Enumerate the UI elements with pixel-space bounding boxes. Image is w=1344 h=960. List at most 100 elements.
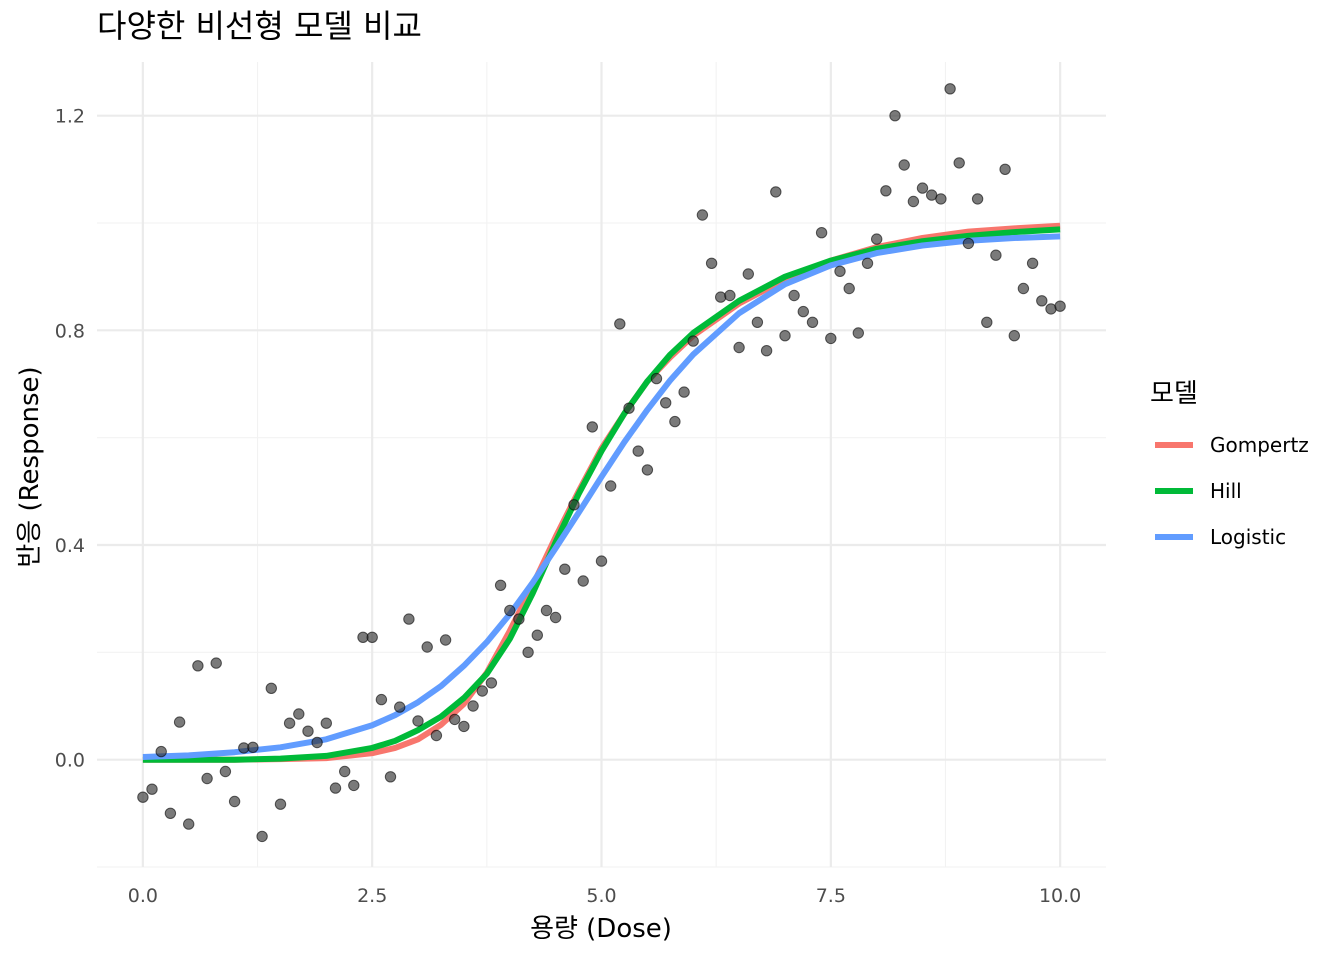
y-tick-label: 0.0 bbox=[55, 750, 85, 772]
data-point bbox=[366, 631, 378, 643]
data-point bbox=[412, 715, 424, 727]
data-point bbox=[513, 613, 525, 625]
data-point bbox=[348, 779, 360, 792]
data-point bbox=[861, 257, 874, 269]
data-point bbox=[660, 397, 672, 409]
data-point bbox=[916, 182, 929, 194]
data-point bbox=[458, 720, 470, 733]
data-point bbox=[834, 265, 846, 277]
legend-label-hill: Hill bbox=[1210, 479, 1242, 503]
data-point bbox=[559, 563, 571, 575]
data-point bbox=[522, 646, 534, 658]
data-point bbox=[1008, 330, 1020, 342]
data-point bbox=[192, 660, 204, 672]
x-tick-label: 0.0 bbox=[128, 885, 158, 907]
data-point bbox=[476, 685, 488, 697]
data-point bbox=[935, 193, 947, 205]
data-point bbox=[880, 185, 892, 197]
data-point bbox=[1017, 282, 1030, 295]
data-point bbox=[403, 613, 415, 625]
data-point bbox=[742, 268, 754, 280]
series-lines bbox=[142, 222, 1061, 763]
data-point bbox=[219, 765, 232, 778]
data-point bbox=[806, 316, 819, 328]
legend-items: Gompertz Hill Logistic bbox=[1155, 433, 1309, 549]
data-point bbox=[944, 83, 956, 95]
legend-label-gompertz: Gompertz bbox=[1210, 433, 1309, 457]
data-point bbox=[421, 641, 433, 653]
data-point bbox=[907, 195, 920, 208]
legend: 모델 Gompertz Hill Logistic bbox=[1150, 379, 1309, 549]
data-point bbox=[641, 464, 654, 476]
data-point bbox=[531, 629, 543, 641]
data-point bbox=[1054, 300, 1066, 312]
data-point bbox=[339, 765, 351, 778]
data-point bbox=[632, 445, 644, 457]
data-point bbox=[614, 318, 626, 330]
data-point bbox=[779, 330, 791, 342]
x-tick-label: 5.0 bbox=[586, 885, 616, 907]
data-point bbox=[898, 159, 910, 171]
chart-title: 다양한 비선형 모델 비교 bbox=[97, 7, 422, 45]
data-point bbox=[696, 209, 709, 221]
data-point bbox=[586, 421, 598, 433]
data-point bbox=[449, 713, 461, 726]
data-point bbox=[889, 110, 901, 122]
data-point bbox=[173, 716, 186, 728]
data-point bbox=[283, 717, 296, 729]
y-tick-label: 0.8 bbox=[55, 320, 85, 342]
data-point bbox=[595, 555, 608, 567]
data-point bbox=[815, 227, 828, 239]
series-line-hill bbox=[142, 226, 1061, 763]
data-point bbox=[137, 791, 149, 803]
y-tick-label: 0.4 bbox=[55, 535, 85, 557]
data-point bbox=[760, 345, 773, 357]
x-tick-label: 2.5 bbox=[357, 885, 387, 907]
data-point bbox=[201, 772, 213, 785]
data-point bbox=[430, 729, 443, 742]
data-point bbox=[871, 233, 883, 245]
legend-title: 모델 bbox=[1150, 379, 1198, 409]
data-point bbox=[953, 157, 965, 169]
data-point bbox=[981, 316, 993, 328]
data-point bbox=[1026, 257, 1039, 269]
data-point bbox=[825, 332, 837, 345]
data-point bbox=[320, 717, 332, 729]
data-point bbox=[247, 741, 259, 753]
data-point bbox=[311, 736, 323, 749]
data-point bbox=[256, 830, 268, 843]
data-point bbox=[293, 708, 305, 720]
data-point bbox=[504, 604, 516, 617]
data-point bbox=[375, 693, 388, 706]
data-point bbox=[210, 657, 222, 669]
data-points bbox=[137, 83, 1066, 843]
data-point bbox=[494, 579, 507, 591]
data-point bbox=[788, 289, 800, 302]
x-tick-label: 10.0 bbox=[1039, 885, 1081, 907]
series-line-logistic bbox=[142, 233, 1061, 760]
data-point bbox=[770, 186, 782, 198]
data-point bbox=[724, 289, 736, 302]
data-point bbox=[733, 341, 745, 354]
data-point bbox=[843, 282, 855, 295]
y-axis-title: 반응 (Response) bbox=[15, 366, 45, 567]
data-point bbox=[687, 335, 699, 347]
x-axis-title: 용량 (Dose) bbox=[530, 914, 672, 944]
data-point bbox=[394, 701, 406, 713]
data-point bbox=[265, 682, 277, 694]
data-point bbox=[852, 327, 864, 339]
data-point bbox=[962, 237, 975, 250]
data-point bbox=[797, 305, 809, 318]
data-point bbox=[751, 316, 764, 328]
data-point bbox=[669, 415, 681, 428]
data-point bbox=[990, 249, 1002, 261]
grid bbox=[97, 62, 1106, 868]
data-point bbox=[384, 771, 397, 783]
data-point bbox=[228, 795, 241, 808]
data-point bbox=[971, 193, 984, 205]
data-point bbox=[467, 700, 479, 712]
data-point bbox=[485, 677, 498, 689]
data-point bbox=[715, 291, 727, 303]
data-point bbox=[540, 604, 553, 617]
